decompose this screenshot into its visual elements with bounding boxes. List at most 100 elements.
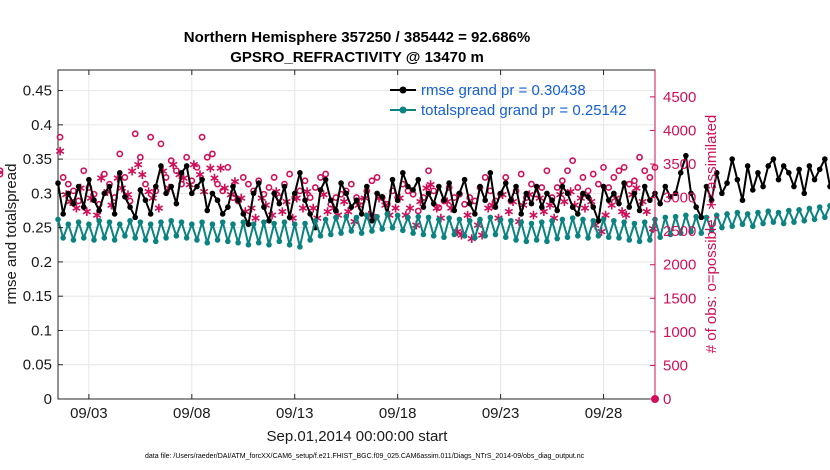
obs-assimilated-point: ∗ xyxy=(270,183,282,199)
data-file-footer: data file: /Users/raeder/DAI/ATM_forcXX/… xyxy=(145,453,585,460)
rmse-point xyxy=(765,163,772,169)
y-tick-label-right: 500 xyxy=(663,357,688,374)
totalspread-point xyxy=(724,211,730,217)
totalspread-point xyxy=(739,221,746,228)
totalspread-point xyxy=(111,237,118,243)
y-tick-label-right: 1000 xyxy=(663,324,696,341)
obs-assimilated-point: ∗ xyxy=(277,203,289,219)
obs-assimilated-point: ∗ xyxy=(157,163,169,179)
y-tick-label-right: 2500 xyxy=(663,223,696,240)
rmse-point xyxy=(461,176,468,183)
y-tick-label-left: 0 xyxy=(44,391,52,408)
totalspread-point xyxy=(801,217,808,224)
totalspread-point xyxy=(600,216,607,223)
obs-possible-point xyxy=(245,180,252,188)
y-tick-label-right: 4000 xyxy=(663,122,696,139)
legend-spread-label: totalspread grand pr = 0.25142 xyxy=(421,102,627,119)
rmse-point xyxy=(621,180,627,186)
rmse-point xyxy=(225,204,231,210)
rmse-point xyxy=(333,207,339,214)
obs-possible-point xyxy=(620,163,628,171)
obs-possible-point xyxy=(136,153,144,161)
totalspread-point xyxy=(60,235,66,241)
rmse-point xyxy=(528,200,535,207)
totalspread-point xyxy=(410,230,416,236)
rmse-point xyxy=(822,156,828,162)
totalspread-point xyxy=(384,211,391,217)
totalspread-point xyxy=(358,230,365,236)
obs-assimilated-point: ∗ xyxy=(64,193,76,209)
totalspread-point xyxy=(322,216,329,223)
totalspread-point xyxy=(70,237,77,243)
rmse-point xyxy=(616,200,622,207)
totalspread-point xyxy=(729,223,735,230)
totalspread-point xyxy=(405,214,411,221)
obs-possible-point xyxy=(0,167,4,175)
obs-assimilated-point: ∗ xyxy=(95,169,107,185)
totalspread-point xyxy=(327,231,334,238)
obs-possible-point xyxy=(70,187,77,195)
totalspread-point xyxy=(338,230,344,236)
obs-possible-point xyxy=(543,167,551,175)
totalspread-point xyxy=(441,234,447,241)
totalspread-point xyxy=(693,213,699,220)
rmse-point xyxy=(55,180,61,186)
totalspread-point xyxy=(487,214,494,221)
totalspread-point xyxy=(55,216,61,223)
rmse-point xyxy=(204,207,211,214)
obs-assimilated-point: ∗ xyxy=(641,203,653,219)
obs-possible-point xyxy=(208,150,216,158)
totalspread-point xyxy=(533,237,540,243)
rmse-point xyxy=(111,211,118,217)
rmse-point xyxy=(641,183,648,190)
totalspread-point xyxy=(219,219,226,225)
totalspread-point xyxy=(225,238,231,245)
obs-assimilated-point: ∗ xyxy=(112,169,124,185)
obs-assimilated-point: ∗ xyxy=(559,193,571,209)
totalspread-point xyxy=(266,241,272,248)
totalspread-point xyxy=(152,238,159,245)
rmse-point xyxy=(492,204,499,210)
obs-assimilated-point: ∗ xyxy=(616,203,628,219)
obs-assimilated-point: ∗ xyxy=(235,190,247,206)
rmse-point xyxy=(605,197,612,204)
obs-assimilated-point: ∗ xyxy=(71,200,83,216)
obs-assimilated-point: ∗ xyxy=(215,159,227,175)
x-tick-label: 09/18 xyxy=(379,405,417,422)
obs-assimilated-point: ∗ xyxy=(548,210,560,226)
obs-assimilated-point: ∗ xyxy=(178,169,190,185)
rmse-point xyxy=(569,204,576,210)
totalspread-point xyxy=(245,241,252,248)
rmse-point xyxy=(127,204,133,210)
totalspread-point xyxy=(816,204,823,210)
obs-possible-point xyxy=(502,174,510,181)
rmse-point xyxy=(538,204,545,210)
totalspread-point xyxy=(276,238,283,245)
totalspread-point xyxy=(235,239,241,246)
obs-assimilated-point: ∗ xyxy=(620,206,632,222)
rmse-point xyxy=(178,170,185,176)
totalspread-point xyxy=(348,228,355,234)
y-tick-label-left: 0.1 xyxy=(31,322,52,339)
obs-assimilated-point: ∗ xyxy=(239,203,251,219)
rmse-point xyxy=(631,190,638,197)
totalspread-point xyxy=(755,209,761,216)
totalspread-point xyxy=(96,217,102,224)
rmse-point xyxy=(667,194,674,200)
totalspread-point xyxy=(641,219,648,225)
y-tick-label-left: 0.4 xyxy=(31,117,52,134)
rmse-point xyxy=(729,156,735,162)
obs-possible-point xyxy=(214,180,221,188)
obs-possible-point xyxy=(579,174,587,181)
totalspread-point xyxy=(590,217,597,224)
rmse-point xyxy=(80,204,87,210)
obs-possible-point xyxy=(435,204,443,212)
totalspread-point xyxy=(333,214,339,221)
obs-possible-point xyxy=(301,177,309,185)
totalspread-point xyxy=(137,219,144,225)
rmse-point xyxy=(137,187,144,193)
totalspread-point xyxy=(466,217,473,224)
obs-assimilated-point: ∗ xyxy=(538,203,550,219)
rmse-point xyxy=(374,190,380,197)
